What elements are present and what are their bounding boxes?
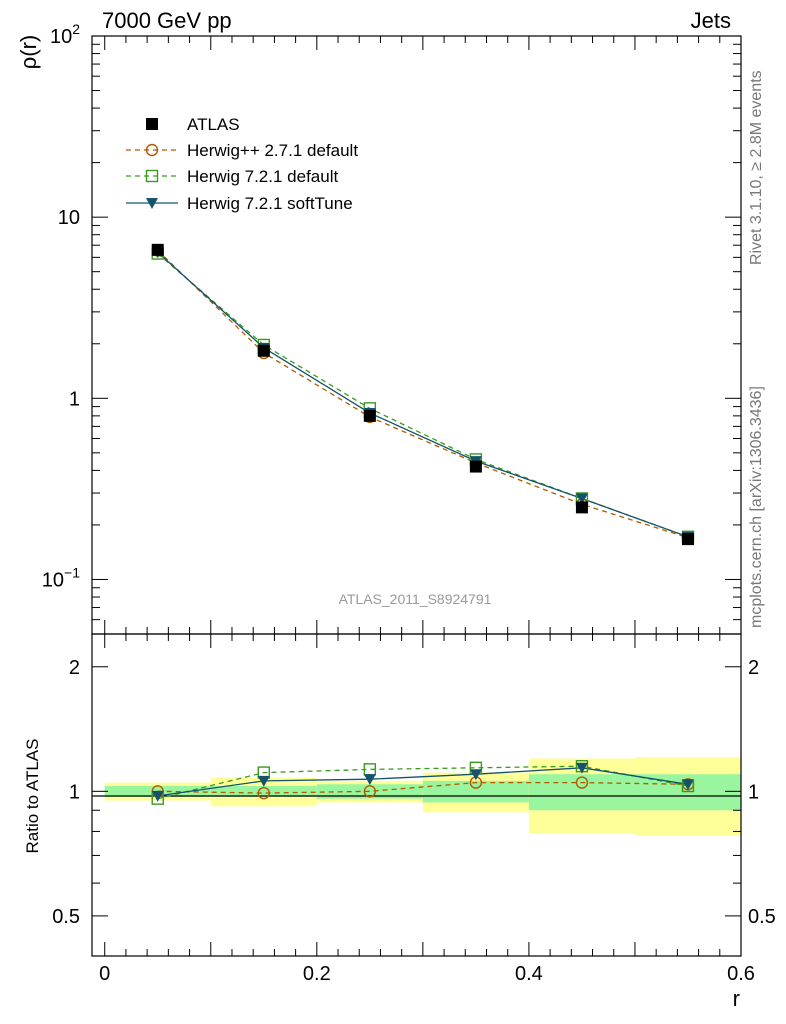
ratio-ytick-label: 1	[69, 781, 80, 803]
legend-label: Herwig 7.2.1 softTune	[187, 194, 353, 213]
data-point	[575, 501, 588, 514]
data-point	[575, 493, 588, 505]
ratio-band-inner	[210, 786, 317, 797]
ratio-data-point	[575, 776, 589, 789]
main-ytick-label: 10−1	[42, 564, 80, 591]
ratio-ytick-label: 0.5	[52, 906, 80, 928]
legend-label: Herwig++ 2.7.1 default	[187, 141, 358, 160]
legend-label: Herwig 7.2.1 default	[187, 167, 338, 186]
legend-label: ATLAS	[187, 115, 240, 134]
ratio-data-point	[257, 775, 270, 787]
ratio-ytick-label-right: 2	[748, 657, 759, 679]
main-ytick-label: 102	[50, 21, 80, 48]
ratio-data-point	[151, 790, 164, 802]
data-point	[363, 409, 376, 422]
ratio-ytick-label-right: 1	[748, 781, 759, 803]
ratio-band-inner	[528, 774, 635, 811]
ratio-series-group	[151, 760, 695, 805]
series-line	[157, 251, 689, 538]
ratio-band-inner	[422, 780, 529, 803]
header-left: 7000 GeV pp	[102, 8, 232, 33]
xtick-label: 0	[99, 963, 110, 985]
xtick-label: 0.6	[727, 963, 755, 985]
legend-marker	[145, 143, 159, 157]
ratio-data-point	[363, 774, 376, 786]
axis-ticks: 10−1 1 10 102 0.5 0.5 1 1 2 2 0 0.2 0.4 0.6	[42, 21, 776, 985]
legend-marker	[146, 198, 158, 209]
ratio-data-point	[681, 779, 694, 791]
legend-marker	[145, 169, 159, 183]
data-point	[257, 344, 270, 357]
main-ytick-label: 10	[58, 207, 80, 229]
ratio-series-line	[157, 765, 689, 800]
main-series-group	[151, 243, 695, 546]
source-label: mcplots.cern.ch [arXiv:1306.3436]	[748, 386, 765, 628]
series-line	[157, 253, 689, 538]
series-line	[157, 249, 689, 539]
xtick-label: 0.2	[303, 963, 331, 985]
data-point	[469, 460, 482, 473]
ratio-plot-frame	[91, 633, 742, 957]
ratio-ytick-label-right: 0.5	[748, 906, 776, 928]
ratio-band-inner	[316, 784, 423, 799]
ratio-data-point	[469, 769, 482, 781]
ratio-ytick-label: 2	[69, 657, 80, 679]
ratio-xlabel: r	[733, 986, 740, 1011]
ratio-series-line	[157, 767, 689, 797]
ratio-data-point	[575, 762, 588, 774]
legend: ATLAS Herwig++ 2.7.1 default Herwig 7.2.1 …	[126, 115, 358, 213]
xtick-label: 0.4	[515, 963, 543, 985]
main-ytick-label: 1	[69, 388, 80, 410]
data-point	[681, 533, 694, 546]
ratio-ylabel: Ratio to ATLAS	[23, 739, 42, 854]
ratio-data-point	[363, 785, 377, 798]
legend-marker	[146, 118, 158, 130]
data-point	[151, 243, 164, 256]
rivet-version-label: Rivet 3.1.10, ≥ 2.8M events	[748, 70, 765, 265]
header-right: Jets	[691, 8, 731, 33]
ratio-series-line	[157, 781, 689, 794]
ratio-data-point	[257, 786, 270, 800]
analysis-label: ATLAS_2011_S8924791	[339, 591, 492, 607]
main-ylabel: ρ(r)	[16, 35, 41, 70]
